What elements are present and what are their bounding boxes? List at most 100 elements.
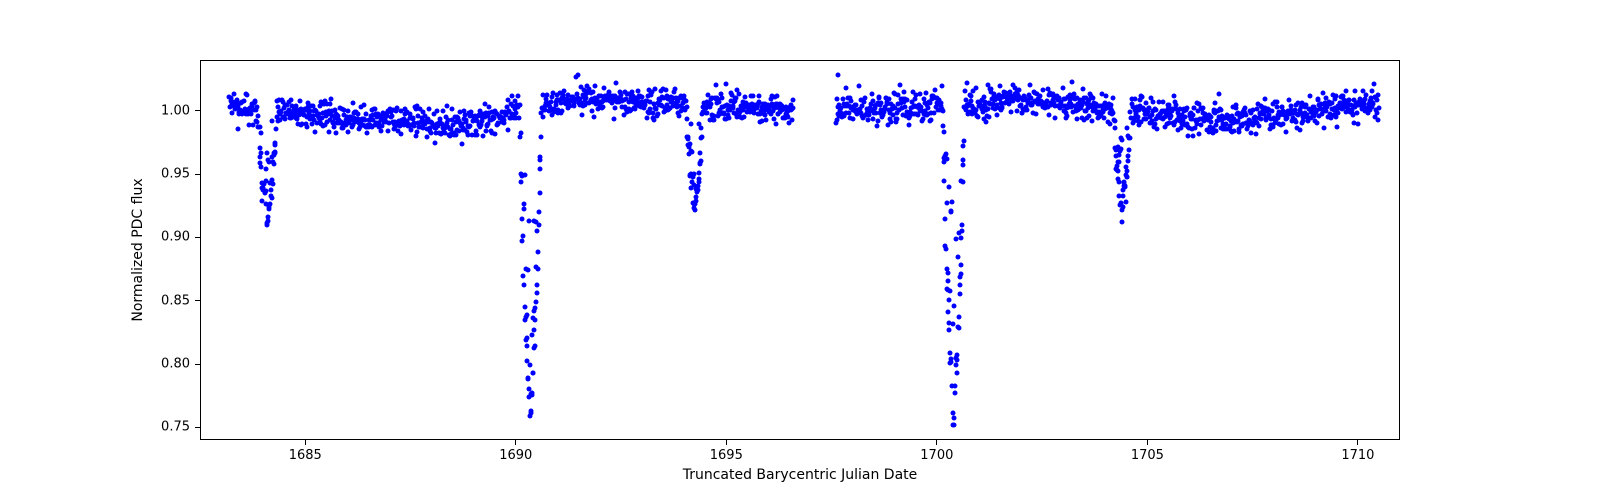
data-point: [529, 410, 534, 415]
data-point: [440, 108, 445, 113]
data-point: [1320, 91, 1325, 96]
data-point: [904, 98, 909, 103]
data-point: [1074, 116, 1079, 121]
data-point: [612, 117, 617, 122]
data-point: [694, 194, 699, 199]
data-point: [474, 133, 479, 138]
data-point: [708, 102, 713, 107]
data-point: [264, 167, 269, 172]
data-point: [656, 111, 661, 116]
data-point: [536, 222, 541, 227]
data-point: [415, 129, 420, 134]
data-point: [984, 120, 989, 125]
data-point: [519, 216, 524, 221]
data-point: [942, 179, 947, 184]
data-point: [593, 83, 598, 88]
data-point: [517, 116, 522, 121]
data-point: [1086, 113, 1091, 118]
data-point: [269, 188, 274, 193]
data-point: [953, 363, 958, 368]
data-point: [264, 151, 269, 156]
data-point: [687, 142, 692, 147]
data-point: [244, 93, 249, 98]
y-tick-label: 0.80: [161, 357, 190, 372]
data-point: [959, 262, 964, 267]
data-point: [924, 90, 929, 95]
data-point: [733, 96, 738, 101]
data-point: [1213, 100, 1218, 105]
y-axis-label: Normalized PDC flux: [130, 178, 146, 321]
data-point: [963, 88, 968, 93]
data-point: [255, 104, 260, 109]
data-point: [961, 143, 966, 148]
data-point: [835, 97, 840, 102]
data-point: [942, 217, 947, 222]
data-point: [696, 170, 701, 175]
data-point: [1284, 116, 1289, 121]
data-point: [947, 288, 952, 293]
data-point: [945, 279, 950, 284]
data-point: [1123, 200, 1128, 205]
data-point: [1064, 114, 1069, 119]
data-point: [850, 116, 855, 121]
data-point: [1047, 112, 1052, 117]
data-point: [235, 127, 240, 132]
data-point: [520, 239, 525, 244]
data-point: [1298, 128, 1303, 133]
data-point: [1053, 116, 1058, 121]
data-point: [959, 222, 964, 227]
data-point: [652, 86, 657, 91]
x-tick-label: 1705: [1131, 448, 1164, 463]
axis-spine-bottom: [200, 439, 1400, 440]
data-point: [523, 173, 528, 178]
data-point: [686, 134, 691, 139]
data-point: [950, 200, 955, 205]
data-point: [460, 142, 465, 147]
data-point: [1132, 96, 1137, 101]
data-point: [941, 130, 946, 135]
data-point: [933, 87, 938, 92]
data-point: [690, 149, 695, 154]
data-point: [297, 98, 302, 103]
data-point: [592, 115, 597, 120]
data-point: [960, 163, 965, 168]
data-point: [265, 219, 270, 224]
data-point: [532, 343, 537, 348]
data-point: [269, 196, 274, 201]
data-point: [390, 114, 395, 119]
data-point: [432, 140, 437, 145]
data-point: [981, 94, 986, 99]
data-point: [791, 106, 796, 111]
data-point: [955, 255, 960, 260]
data-point: [1190, 112, 1195, 117]
data-point: [1372, 82, 1377, 87]
data-point: [698, 150, 703, 155]
data-point: [521, 274, 526, 279]
data-point: [267, 201, 272, 206]
data-point: [522, 206, 527, 211]
data-point: [895, 116, 900, 121]
y-tick: [195, 364, 200, 365]
x-tick-label: 1700: [920, 448, 953, 463]
data-point: [684, 117, 689, 122]
y-tick: [195, 174, 200, 175]
data-point: [1124, 125, 1129, 130]
data-point: [1080, 86, 1085, 91]
data-point: [328, 96, 333, 101]
data-point: [333, 131, 338, 136]
data-point: [951, 423, 956, 428]
data-point: [1376, 93, 1381, 98]
data-point: [1374, 110, 1379, 115]
data-point: [1120, 219, 1125, 224]
data-point: [1343, 88, 1348, 93]
data-point: [541, 114, 546, 119]
data-point: [531, 370, 536, 375]
data-point: [1070, 79, 1075, 84]
data-point: [951, 303, 956, 308]
data-point: [987, 115, 992, 120]
data-point: [1375, 117, 1380, 122]
data-point: [538, 135, 543, 140]
data-point: [947, 328, 952, 333]
data-point: [1110, 96, 1115, 101]
data-point: [876, 118, 881, 123]
